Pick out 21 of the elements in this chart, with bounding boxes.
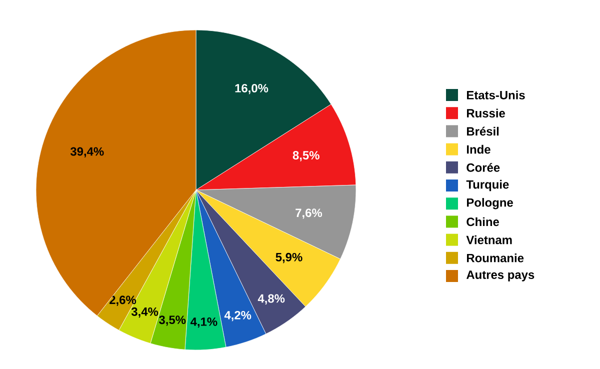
data-label: 3,5% — [159, 316, 186, 326]
data-label: 39,4% — [70, 147, 104, 158]
legend-label: Roumanie — [467, 254, 524, 262]
legend-label: Pologne — [467, 198, 513, 210]
data-label: 16,0% — [235, 84, 268, 94]
legend-label: Russie — [467, 108, 505, 118]
data-label: 4,2% — [224, 310, 252, 322]
legend-label: Vietnam — [466, 235, 512, 244]
legend-label: Etats-Unis — [467, 90, 525, 100]
legend-label: Corée — [466, 162, 500, 172]
legend-label: Brésil — [467, 126, 499, 136]
data-label: 5,9% — [276, 252, 302, 264]
legend-label: Turquie — [466, 180, 509, 192]
legend-label: Autres pays — [466, 270, 534, 282]
legend-label: Chine — [466, 217, 500, 226]
data-label: 4,1% — [190, 317, 218, 328]
data-label: 3,4% — [131, 307, 158, 318]
legend-label: Inde — [467, 144, 490, 154]
data-label: 7,6% — [296, 208, 322, 219]
data-label: 8,5% — [292, 151, 320, 162]
data-label: 4,8% — [258, 294, 285, 304]
